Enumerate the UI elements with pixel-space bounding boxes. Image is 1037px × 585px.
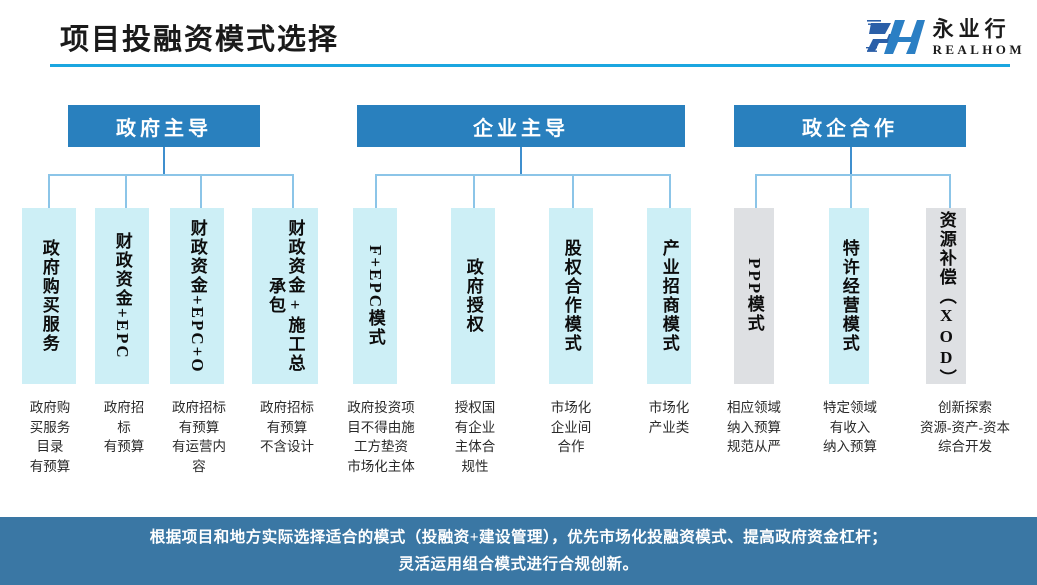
mode-box-label: 政府授权 (463, 258, 483, 334)
connector-drop-g1-m2 (125, 174, 127, 208)
connector-drop-g2-m2 (473, 174, 475, 208)
mode-box-resource-compensation-xod[interactable]: 资源补偿（XOD） (926, 208, 966, 388)
connector-trunk-government-led (163, 147, 165, 174)
mode-box-government-purchase-service[interactable]: 政府购买服务 (22, 208, 76, 384)
connector-drop-g1-m3 (200, 174, 202, 208)
connector-drop-g1-m1 (48, 174, 50, 208)
page-title: 项目投融资模式选择 (60, 24, 340, 56)
connector-bar-government-led (48, 174, 293, 176)
mode-box-label: 特许经营模式 (839, 239, 859, 353)
mode-box-label: PPP模式 (744, 258, 764, 334)
mode-box-label: 资源补偿（XOD） (936, 211, 956, 388)
group-header-government-enterprise-cooperation[interactable]: 政企合作 (734, 105, 966, 147)
connector-drop-g3-m1 (755, 174, 757, 208)
connector-trunk-enterprise-led (520, 147, 522, 174)
connector-drop-g1-m4 (292, 174, 294, 208)
yh-monogram-logo-icon (865, 20, 925, 54)
connector-bar-enterprise-led (375, 174, 670, 176)
group-header-enterprise-led[interactable]: 企业主导 (357, 105, 685, 147)
logo-english-name: REALHOM (932, 41, 1025, 57)
mode-desc-industry-investment-promotion: 市场化 产业类 (648, 400, 690, 435)
connector-drop-g3-m2 (850, 174, 852, 208)
connector-drop-g2-m4 (669, 174, 671, 208)
group-header-government-led[interactable]: 政府主导 (68, 105, 260, 147)
mode-box-label: 财政资金+EPC+O (187, 218, 207, 374)
mode-desc-fiscal-epc-o: 政府招标 有预算 有运营内 容 (172, 400, 226, 474)
mode-box-fiscal-epc-o[interactable]: 财政资金+EPC+O (170, 208, 224, 384)
mode-desc-fiscal-epc: 政府招 标 有预算 (103, 400, 145, 455)
mode-desc-fiscal-general-contracting: 政府招标 有预算 不含设计 (260, 400, 314, 455)
mode-box-industry-investment-promotion[interactable]: 产业招商模式 (647, 208, 691, 384)
mode-box-label: 财政资金+EPC (112, 232, 132, 360)
connector-bar-gov-ent (755, 174, 951, 176)
mode-box-label: 财政资金+施工总承包 (266, 219, 305, 373)
mode-box-label: 产业招商模式 (659, 239, 679, 353)
company-logo: 永业行 REALHOM (865, 14, 1025, 60)
connector-drop-g2-m3 (572, 174, 574, 208)
logo-wordmark: 永业行 REALHOM (932, 16, 1025, 57)
mode-desc-resource-compensation-xod: 创新探索 资源-资产-资本 综合开发 (920, 400, 1010, 455)
title-underline (50, 64, 1010, 67)
mode-box-government-authorization[interactable]: 政府授权 (451, 208, 495, 384)
mode-box-label: 政府购买服务 (39, 239, 59, 353)
connector-trunk-gov-ent (850, 147, 852, 174)
mode-box-ppp[interactable]: PPP模式 (734, 208, 774, 384)
summary-banner: 根据项目和地方实际选择适合的模式（投融资+建设管理），优先市场化投融资模式、提高… (0, 517, 1037, 585)
mode-desc-franchise-operation: 特定领域 有收入 纳入预算 (823, 400, 877, 455)
mode-desc-government-purchase-service: 政府购 买服务 目录 有预算 (29, 400, 71, 474)
mode-desc-government-authorization: 授权国 有企业 主体合 规性 (454, 400, 496, 474)
connector-drop-g2-m1 (375, 174, 377, 208)
mode-box-franchise-operation[interactable]: 特许经营模式 (829, 208, 869, 384)
mode-desc-f-epc: 政府投资项 目不得由施 工方垫资 市场化主体 (347, 400, 415, 474)
mode-box-label: F+EPC模式 (365, 244, 385, 348)
mode-desc-equity-cooperation: 市场化 企业间 合作 (550, 400, 592, 455)
mode-box-f-epc[interactable]: F+EPC模式 (353, 208, 397, 384)
mode-box-equity-cooperation[interactable]: 股权合作模式 (549, 208, 593, 384)
mode-desc-ppp: 相应领域 纳入预算 规范从严 (727, 400, 781, 455)
summary-banner-text: 根据项目和地方实际选择适合的模式（投融资+建设管理），优先市场化投融资模式、提高… (149, 528, 888, 573)
connector-drop-g3-m3 (949, 174, 951, 208)
mode-box-fiscal-general-contracting[interactable]: 财政资金+施工总承包 (252, 208, 318, 384)
mode-box-label: 股权合作模式 (561, 239, 581, 353)
mode-box-fiscal-epc[interactable]: 财政资金+EPC (95, 208, 149, 384)
logo-chinese-name: 永业行 (932, 16, 1011, 41)
